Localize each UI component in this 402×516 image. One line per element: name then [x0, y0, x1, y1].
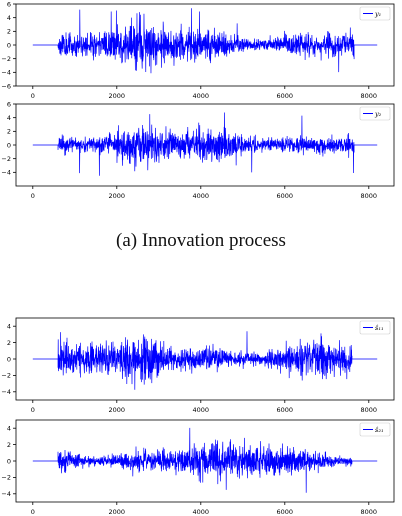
y-tick-label: 6 — [7, 100, 11, 108]
legend-label: y₂ — [374, 110, 382, 118]
y-tick-label: 2 — [7, 28, 11, 36]
x-tick-label: 0 — [31, 508, 35, 516]
x-tick-label: 2000 — [109, 92, 126, 100]
y-tick-label: −2 — [1, 155, 11, 163]
x-tick-label: 0 — [31, 406, 35, 414]
series-line-3 — [32, 331, 378, 390]
x-tick-label: 4000 — [193, 192, 210, 200]
x-tick-label: 6000 — [277, 92, 294, 100]
chart-panel-3: 0 2000 4000 6000 8000 −4 −2 0 2 4 ŝ₁₁ — [1, 317, 395, 414]
y-tick-label: −4 — [1, 69, 11, 77]
y-tick-label: 0 — [7, 41, 11, 49]
x-tick-label: 6000 — [277, 192, 294, 200]
legend-box — [359, 422, 391, 437]
chart-panel-4: 0 2000 4000 6000 8000 −4 −2 0 2 4 ŝ₂₁ — [1, 419, 395, 516]
legend-box — [359, 6, 391, 21]
y-tick-label: 0 — [7, 355, 11, 363]
x-tick-label: 2000 — [109, 406, 126, 414]
y-tick-label: 4 — [7, 114, 11, 122]
y-tick-label: 4 — [7, 425, 11, 433]
legend-label: y₁ — [374, 10, 381, 18]
x-tick-label: 2000 — [109, 508, 126, 516]
series-line-4 — [32, 427, 378, 493]
x-tick-label: 4000 — [193, 406, 210, 414]
x-tick-label: 8000 — [361, 406, 378, 414]
chart-panel-1: 0 2000 4000 6000 8000 −6 −4 −2 0 2 4 6 y₁ — [1, 0, 395, 100]
y-tick-label: 4 — [7, 14, 11, 22]
x-tick-label: 4000 — [193, 92, 210, 100]
legend: y₁ — [359, 6, 391, 21]
x-tick-label: 0 — [31, 192, 35, 200]
y-tick-label: 0 — [7, 141, 11, 149]
x-tick-label: 6000 — [277, 508, 294, 516]
series-line-1 — [32, 8, 378, 74]
y-tick-label: 2 — [7, 441, 11, 449]
legend: y₂ — [359, 106, 391, 121]
y-tick-label: −2 — [1, 372, 11, 380]
y-tick-label: −6 — [1, 82, 11, 90]
y-tick-label: 2 — [7, 339, 11, 347]
y-tick-label: −4 — [1, 388, 11, 396]
legend-box — [359, 106, 391, 121]
legend-box — [359, 320, 391, 335]
y-tick-label: 4 — [7, 323, 11, 331]
y-tick-label: −4 — [1, 169, 11, 177]
x-tick-label: 0 — [31, 92, 35, 100]
series-line-2 — [32, 112, 378, 176]
y-tick-label: 2 — [7, 128, 11, 136]
legend-label: ŝ₂₁ — [375, 426, 384, 434]
legend: ŝ₁₁ — [359, 320, 391, 335]
legend: ŝ₂₁ — [359, 422, 391, 437]
y-tick-label: 0 — [7, 457, 11, 465]
x-tick-label: 4000 — [193, 508, 210, 516]
y-tick-label: −2 — [1, 55, 11, 63]
chart-panel-2: 0 2000 4000 6000 8000 −4 −2 0 2 4 6 y₂ — [1, 100, 395, 200]
y-tick-label: 6 — [7, 0, 11, 8]
y-tick-label: −2 — [1, 474, 11, 482]
x-tick-label: 8000 — [361, 508, 378, 516]
caption-innovation-process: (a) Innovation process — [116, 230, 286, 251]
legend-label: ŝ₁₁ — [375, 324, 384, 332]
x-tick-label: 2000 — [109, 192, 126, 200]
x-tick-label: 8000 — [361, 192, 378, 200]
x-tick-label: 8000 — [361, 92, 378, 100]
y-tick-label: −4 — [1, 490, 11, 498]
x-tick-label: 6000 — [277, 406, 294, 414]
